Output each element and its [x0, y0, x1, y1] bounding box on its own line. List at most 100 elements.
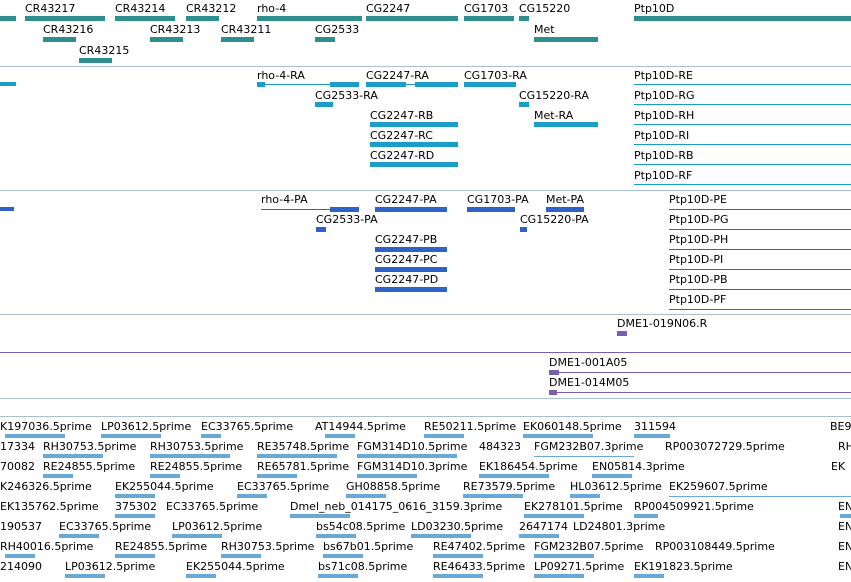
- est-label[interactable]: RE35748.5prime: [257, 440, 350, 453]
- est-label[interactable]: LD24801.3prime: [573, 520, 666, 533]
- est-label[interactable]: FGM314D10.5prime: [357, 440, 468, 453]
- transcript-exon[interactable]: [370, 162, 458, 167]
- protein-label[interactable]: CG2247-PB: [375, 233, 438, 246]
- gene-bar[interactable]: [115, 16, 175, 21]
- transcript-exon[interactable]: [519, 102, 529, 107]
- est-label[interactable]: 17334: [0, 440, 35, 453]
- transcript-exon[interactable]: [370, 142, 458, 147]
- est-bar[interactable]: [357, 454, 457, 458]
- est-bar[interactable]: [523, 434, 593, 438]
- est-label[interactable]: 484323: [479, 440, 521, 453]
- transcript-bar[interactable]: [0, 82, 16, 86]
- transcript-label[interactable]: CG2247-RA: [366, 69, 429, 82]
- gene-label[interactable]: CG2247: [366, 2, 411, 15]
- protein-label[interactable]: Ptp10D-PH: [669, 233, 729, 246]
- protein-line[interactable]: [669, 229, 851, 230]
- est-label[interactable]: EK: [831, 460, 846, 473]
- est-bar[interactable]: [43, 474, 73, 478]
- est-label[interactable]: bs71c08.5prime: [318, 560, 408, 573]
- gene-label[interactable]: CR43213: [150, 23, 201, 36]
- est-label[interactable]: bs67b01.5prime: [323, 540, 414, 553]
- est-label[interactable]: EK135762.5prime: [0, 500, 99, 513]
- est-label[interactable]: 70082: [0, 460, 35, 473]
- transcript-exon[interactable]: [330, 82, 359, 87]
- transcript-exon[interactable]: [257, 82, 265, 87]
- protein-label[interactable]: CG2247-PC: [375, 253, 438, 266]
- est-label[interactable]: RH: [838, 440, 851, 453]
- est-label[interactable]: 375302: [115, 500, 157, 513]
- transcript-line[interactable]: [634, 144, 851, 145]
- gene-bar[interactable]: [257, 16, 362, 21]
- protein-exon[interactable]: [375, 207, 447, 212]
- est-label[interactable]: EC33765.5prime: [237, 480, 330, 493]
- est-bar[interactable]: [150, 454, 230, 458]
- est-bar[interactable]: [43, 454, 103, 458]
- est-label[interactable]: LP03612.5prime: [172, 520, 263, 533]
- est-label[interactable]: FGM232B07.3prime: [534, 440, 644, 453]
- est-label[interactable]: LP03612.5prime: [101, 420, 192, 433]
- est-bar[interactable]: [316, 534, 356, 538]
- protein-label[interactable]: CG2247-PD: [375, 273, 439, 286]
- transcript-exon[interactable]: [315, 102, 333, 107]
- gene-bar[interactable]: [634, 16, 851, 21]
- protein-label[interactable]: Ptp10D-PF: [669, 293, 727, 306]
- est-bar[interactable]: [357, 474, 417, 478]
- transcript-label[interactable]: Ptp10D-RF: [634, 169, 693, 182]
- transcript-line[interactable]: [257, 84, 359, 85]
- est-bar[interactable]: [290, 514, 350, 518]
- gene-label[interactable]: Met: [534, 23, 555, 36]
- est-line[interactable]: [669, 496, 851, 497]
- est-label[interactable]: EN: [838, 560, 851, 573]
- transcript-line[interactable]: [634, 84, 851, 85]
- est-bar[interactable]: [221, 554, 261, 558]
- protein-exon[interactable]: [375, 247, 447, 252]
- transcript-label[interactable]: CG2247-RB: [370, 109, 434, 122]
- gene-label[interactable]: CG2533: [315, 23, 360, 36]
- transcript-label[interactable]: Ptp10D-RE: [634, 69, 693, 82]
- protein-line[interactable]: [669, 289, 851, 290]
- est-bar[interactable]: [115, 554, 155, 558]
- protein-label[interactable]: CG15220-PA: [520, 213, 589, 226]
- gene-bar[interactable]: [150, 37, 183, 42]
- gene-bar[interactable]: [366, 16, 458, 21]
- transcript-label[interactable]: Ptp10D-RB: [634, 149, 694, 162]
- protein-line[interactable]: [669, 269, 851, 270]
- est-label[interactable]: EK191823.5prime: [634, 560, 733, 573]
- protein-label[interactable]: Ptp10D-PI: [669, 253, 724, 266]
- gene-label[interactable]: CR43216: [43, 23, 94, 36]
- est-bar[interactable]: [463, 494, 523, 498]
- est-bar[interactable]: [534, 574, 584, 578]
- est-label[interactable]: RE24855.5prime: [115, 540, 208, 553]
- est-bar[interactable]: [433, 574, 483, 578]
- est-label[interactable]: BE9: [830, 420, 851, 433]
- est-label[interactable]: EN05814.3prime: [592, 460, 685, 473]
- est-bar[interactable]: [172, 534, 222, 538]
- est-bar[interactable]: [5, 434, 65, 438]
- protein-exon[interactable]: [375, 267, 447, 272]
- est-label[interactable]: EC33765.5prime: [166, 500, 259, 513]
- est-bar[interactable]: [115, 494, 155, 498]
- est-label[interactable]: HL03612.5prime: [570, 480, 662, 493]
- gene-bar[interactable]: [43, 37, 76, 42]
- transcript-exon[interactable]: [534, 122, 598, 127]
- est-bar[interactable]: [150, 474, 180, 478]
- transcript-exon[interactable]: [415, 82, 458, 87]
- protein-line[interactable]: [669, 209, 851, 210]
- est-bar[interactable]: [634, 514, 658, 518]
- est-bar[interactable]: [534, 554, 594, 558]
- transcript-label[interactable]: CG2247-RC: [370, 129, 433, 142]
- gene-bar[interactable]: [315, 37, 335, 42]
- protein-exon[interactable]: [316, 227, 326, 232]
- est-label[interactable]: RP003108449.5prime: [655, 540, 775, 553]
- est-bar[interactable]: [186, 574, 216, 578]
- est-label[interactable]: RH30753.5prime: [43, 440, 137, 453]
- clone-bar[interactable]: [549, 370, 559, 375]
- clone-label[interactable]: DME1-019N06.R: [617, 317, 708, 330]
- transcript-label[interactable]: Ptp10D-RG: [634, 89, 695, 102]
- gene-bar[interactable]: [464, 16, 514, 21]
- transcript-label[interactable]: rho-4-RA: [257, 69, 305, 82]
- gene-label[interactable]: rho-4: [257, 2, 287, 15]
- clone-label[interactable]: DME1-001A05: [549, 356, 628, 369]
- est-bar[interactable]: [101, 434, 161, 438]
- est-bar[interactable]: [115, 514, 155, 518]
